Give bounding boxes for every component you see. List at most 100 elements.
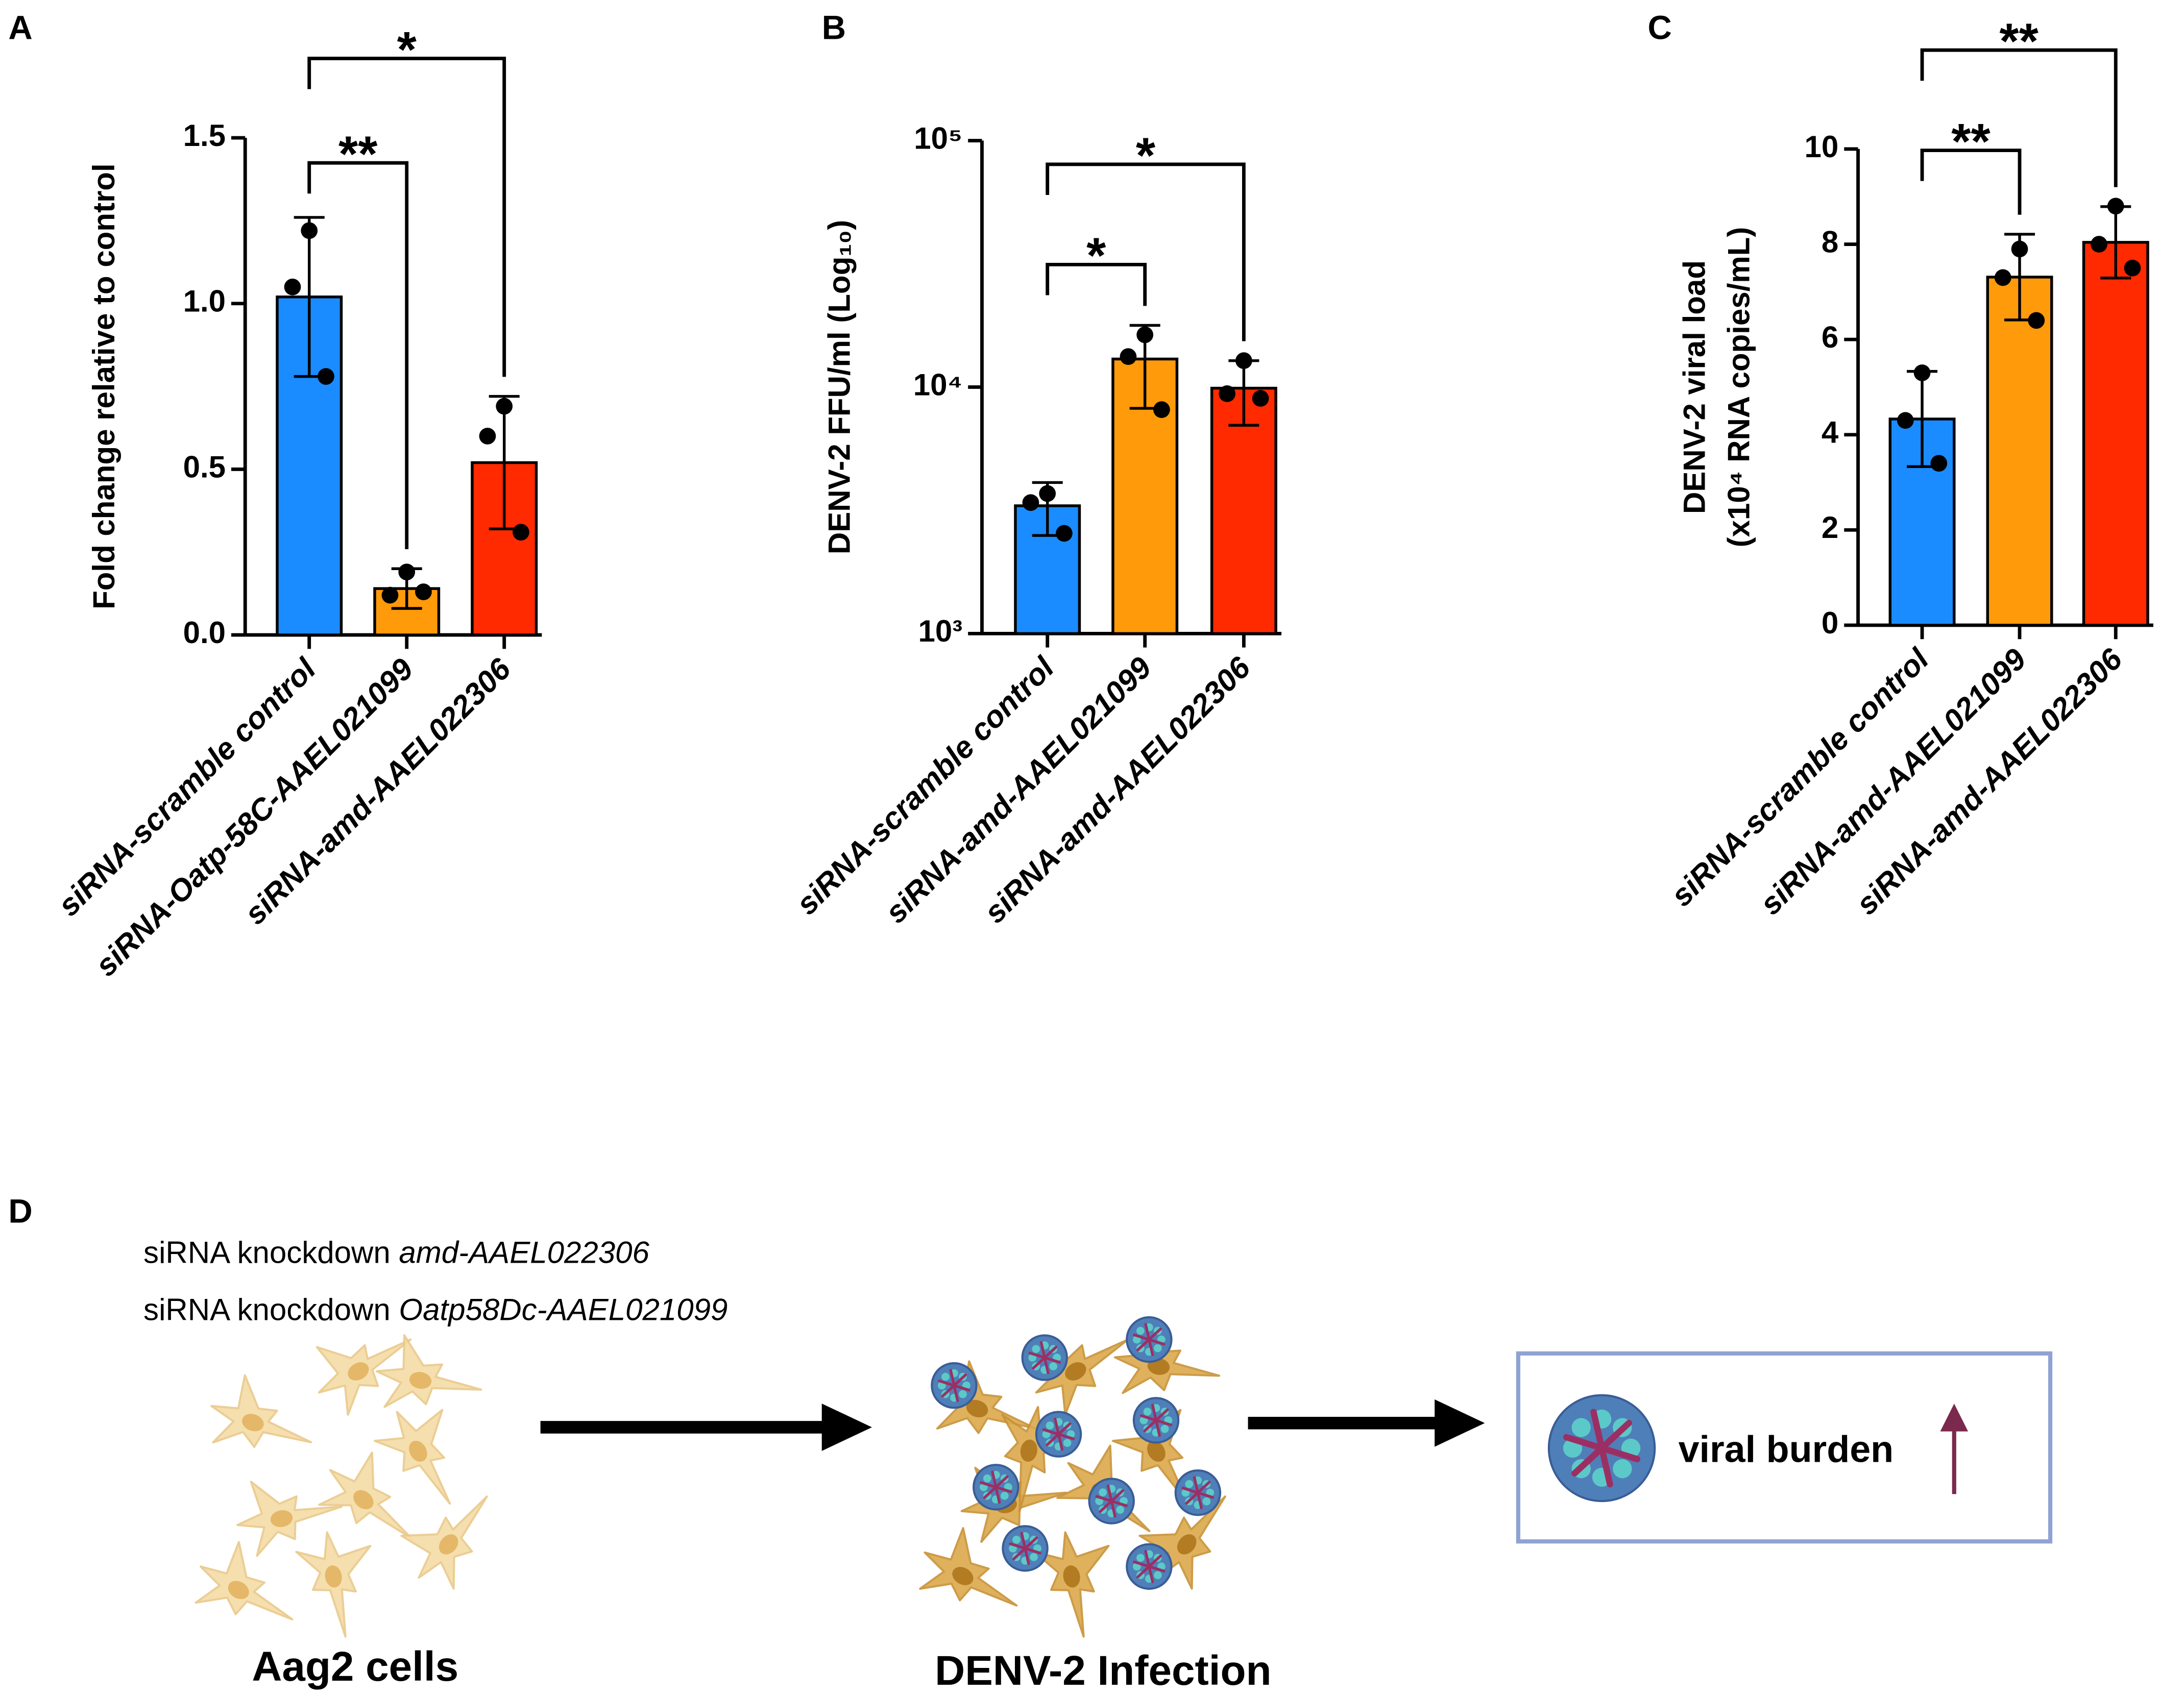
step-label: DENV-2 Infection — [935, 1648, 1271, 1694]
virus — [1547, 1394, 1656, 1503]
result-box — [1516, 1351, 2053, 1544]
virus-protein — [941, 1373, 967, 1397]
y-tick-label: 10 — [1805, 130, 1839, 164]
line-prefix: siRNA knockdown — [143, 1292, 399, 1326]
virus-dot — [959, 1390, 967, 1398]
data-point — [381, 586, 399, 604]
nucleus — [325, 1565, 342, 1588]
nucleus — [966, 1399, 988, 1418]
bar — [1986, 276, 2053, 627]
cell-body — [919, 1527, 1018, 1607]
cell-body — [1113, 1320, 1221, 1394]
nucleus — [1177, 1534, 1197, 1555]
virus-particle — [1547, 1394, 1656, 1503]
virus-dot — [1046, 1421, 1054, 1430]
virus-dot — [1063, 1439, 1072, 1447]
data-point — [496, 398, 513, 415]
line-gene: amd-AAEL022306 — [399, 1236, 649, 1270]
up-arrow — [1940, 1404, 1969, 1494]
virus-dot — [1160, 1424, 1169, 1433]
nucleus — [952, 1567, 974, 1585]
nucleus — [270, 1510, 293, 1528]
virus-dot — [1153, 1344, 1162, 1353]
cell — [919, 1527, 1018, 1607]
nucleus — [353, 1490, 374, 1510]
cell — [316, 1338, 412, 1416]
y-axis-label: DENV-2 FFU/ml (Log₁₀) — [822, 220, 856, 554]
cell — [1033, 1531, 1110, 1638]
virus-protein — [1571, 1419, 1632, 1477]
virus-dot — [1143, 1407, 1152, 1416]
significance-label: * — [1086, 228, 1106, 284]
virus-protein — [1012, 1536, 1038, 1561]
chart: A Fold change relative to control 0.0 0.5 1.… — [8, 9, 542, 983]
cell — [375, 1334, 482, 1408]
data-point — [513, 524, 529, 541]
virus-particle — [1174, 1469, 1222, 1516]
y-tick-label: 10⁵ — [914, 121, 962, 155]
y-tick-label: 4 — [1822, 415, 1839, 450]
panel-label: A — [8, 9, 32, 46]
panel-label: B — [822, 9, 846, 46]
nucleus — [242, 1414, 264, 1432]
significance-bracket — [1920, 149, 2022, 215]
significance-label: ** — [338, 126, 378, 182]
bar — [2082, 241, 2149, 627]
virus-dot — [1000, 1491, 1009, 1500]
nucleus — [1063, 1565, 1080, 1588]
data-point — [318, 368, 334, 385]
nucleus — [1147, 1440, 1166, 1462]
data-point — [301, 222, 318, 239]
nucleus — [439, 1534, 458, 1555]
step-label: Aag2 cells — [252, 1643, 458, 1690]
virus-particle — [1002, 1525, 1049, 1572]
arrow — [1248, 1399, 1485, 1447]
virus-particle — [1126, 1316, 1173, 1363]
nucleus — [348, 1362, 369, 1381]
nucleus — [409, 1440, 427, 1462]
data-point — [2107, 198, 2124, 215]
significance-bracket — [1046, 162, 1246, 341]
virus-dot — [941, 1372, 950, 1381]
cell — [374, 1409, 451, 1505]
virus-particle — [1132, 1397, 1180, 1444]
significance-bracket — [1920, 48, 2118, 187]
significance-bracket — [307, 161, 409, 550]
knockdown-line: siRNA knockdown Oatp58Dc-AAEL021099 — [143, 1292, 727, 1326]
virus-particle — [1021, 1334, 1068, 1381]
data-point — [398, 563, 416, 581]
virus-dot — [1012, 1535, 1021, 1544]
cell — [318, 1452, 412, 1539]
nucleus — [409, 1372, 432, 1389]
cell — [210, 1374, 312, 1448]
arrow — [540, 1404, 872, 1451]
virus-protein — [983, 1475, 1009, 1500]
virus-dot — [1571, 1418, 1591, 1437]
data-point — [1913, 364, 1931, 381]
y-axis-label: Fold change relative to control — [87, 163, 121, 609]
virus-dot — [1202, 1497, 1211, 1506]
cell-cluster — [919, 1316, 1226, 1638]
y-tick-label: 8 — [1822, 225, 1838, 259]
virus-particle — [973, 1464, 1020, 1511]
data-point — [415, 583, 432, 601]
virus-protein — [1099, 1489, 1125, 1513]
data-point — [1235, 352, 1252, 370]
y-tick-label: 2 — [1822, 510, 1838, 545]
y-axis-label: DENV-2 viral load — [1677, 260, 1711, 514]
y-tick-label: 0.0 — [183, 616, 226, 650]
virus-dot — [1030, 1553, 1038, 1561]
y-axis-label: (x10⁴ RNA copies/mL) — [1722, 227, 1756, 548]
data-point — [1022, 494, 1039, 511]
cell — [236, 1481, 343, 1557]
cell — [400, 1495, 488, 1590]
data-point — [1056, 525, 1073, 542]
cell — [295, 1531, 372, 1638]
y-tick-label: 0.5 — [183, 450, 226, 484]
significance-bracket — [1046, 262, 1147, 306]
virus-dot — [983, 1474, 991, 1483]
y-tick-label: 10⁴ — [913, 367, 962, 402]
data-point — [1153, 401, 1170, 419]
virus-protein — [1185, 1481, 1211, 1505]
data-point — [2124, 259, 2141, 277]
